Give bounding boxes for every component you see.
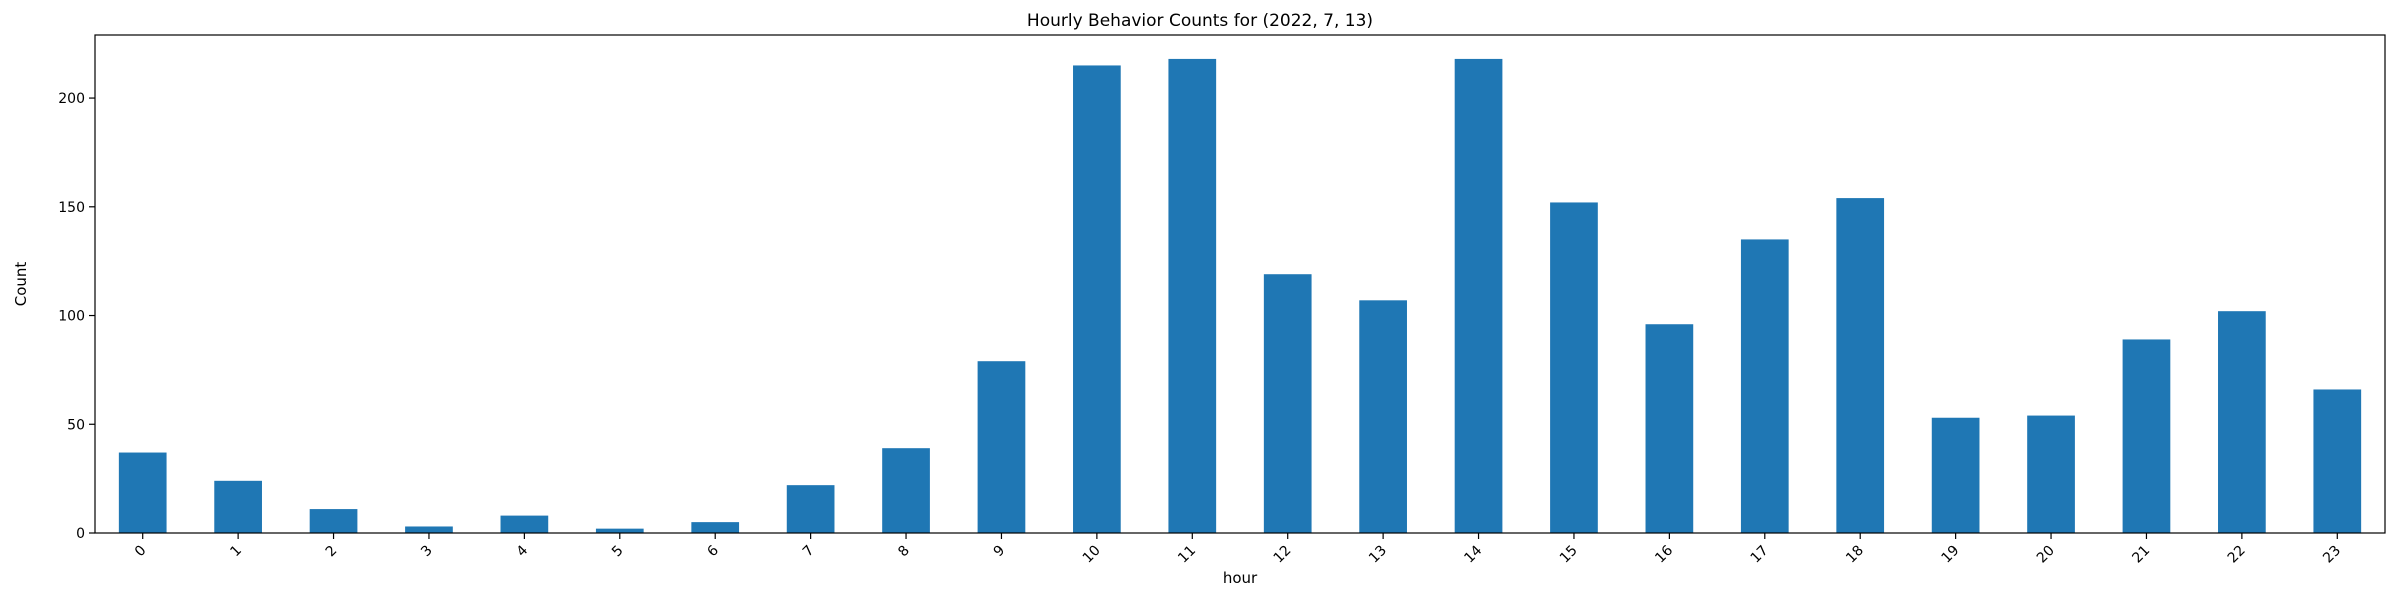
y-tick-label: 0 [76, 526, 85, 542]
x-axis-label: hour [1223, 569, 1258, 587]
x-tick-label: 5 [609, 543, 627, 561]
chart-title: Hourly Behavior Counts for (2022, 7, 13) [1027, 11, 1373, 31]
x-tick-label: 4 [514, 542, 532, 560]
bar-hour-5 [595, 528, 644, 533]
x-tick-label: 14 [1461, 542, 1485, 566]
x-tick-label: 19 [1939, 543, 1963, 567]
bar-hour-16 [1645, 324, 1694, 533]
y-tick-label: 50 [67, 417, 85, 433]
x-tick-label: 3 [418, 543, 436, 561]
bars-group [118, 58, 2362, 534]
x-tick-label: 6 [704, 542, 722, 560]
x-tick-label: 8 [895, 543, 913, 561]
bar-hour-21 [2122, 339, 2171, 533]
x-axis-ticks: 0 1 2 3 4 5 6 7 8 9 10 11 12 13 14 15 16 17 18 19 20 21 22 23 [132, 533, 2344, 566]
bar-hour-1 [214, 480, 262, 533]
bar-hour-18 [1836, 198, 1885, 533]
x-tick-label: 10 [1080, 543, 1104, 567]
bar-hour-23 [2313, 389, 2362, 533]
x-tick-label: 22 [2225, 543, 2249, 567]
bar-hour-19 [1931, 417, 1980, 533]
x-tick-label: 11 [1175, 543, 1199, 567]
bar-hour-10 [1073, 65, 1121, 534]
y-axis-label: Count [12, 262, 30, 307]
y-tick-label: 100 [58, 309, 85, 325]
x-tick-label: 13 [1366, 543, 1390, 567]
x-tick-label: 17 [1748, 543, 1772, 567]
x-tick-label: 23 [2320, 543, 2344, 567]
x-tick-label: 0 [132, 543, 150, 561]
bar-hour-11 [1168, 58, 1217, 534]
bar-hour-14 [1454, 58, 1503, 534]
y-axis-ticks: 0 50 100 150 200 [58, 91, 95, 542]
bar-hour-8 [882, 448, 930, 533]
y-tick-label: 150 [58, 200, 85, 216]
x-tick-label: 20 [2034, 543, 2058, 567]
x-tick-label: 21 [2129, 543, 2153, 567]
bar-hour-4 [500, 515, 549, 533]
x-tick-label: 18 [1843, 543, 1867, 567]
plot-frame [94, 34, 2386, 534]
x-tick-label: 2 [323, 543, 341, 561]
x-tick-label: 15 [1557, 543, 1581, 567]
x-tick-label: 16 [1652, 542, 1676, 566]
bar-hour-13 [1359, 300, 1407, 533]
x-tick-label: 7 [800, 543, 818, 561]
bar-hour-9 [977, 361, 1026, 533]
bar-hour-2 [309, 509, 358, 533]
bar-hour-6 [691, 522, 740, 533]
x-tick-label: 1 [227, 543, 245, 561]
bar-hour-12 [1263, 274, 1312, 533]
bar-hour-15 [1550, 202, 1598, 534]
bar-hour-17 [1740, 239, 1789, 533]
bar-hour-20 [2027, 415, 2075, 533]
x-tick-label: 12 [1271, 543, 1295, 567]
y-tick-label: 200 [58, 91, 85, 107]
x-tick-label: 9 [991, 543, 1009, 561]
bar-hour-22 [2218, 311, 2266, 533]
bar-hour-3 [405, 526, 453, 533]
bar-hour-0 [118, 452, 167, 533]
bar-hour-7 [786, 485, 835, 533]
